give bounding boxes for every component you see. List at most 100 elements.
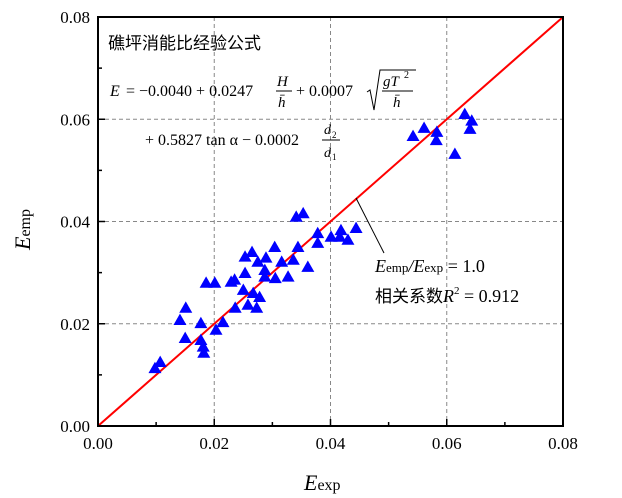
r2-sup: 2 (454, 285, 460, 297)
x-tick-label: 0.04 (316, 434, 346, 453)
formula-line1-lhs: E (109, 83, 120, 100)
data-point-triangle (199, 276, 213, 288)
ratio-e1: E (374, 256, 386, 276)
x-tick-label: 0.00 (83, 434, 113, 453)
formula-annotation: 礁坪消能比经验公式 E = −0.0040 + 0.0247 H h̄ + 0.… (108, 34, 416, 162)
data-point-triangle (148, 361, 162, 374)
data-point-triangle (286, 253, 300, 265)
plot-frame (97, 16, 564, 427)
y-tick-label: 0.06 (60, 110, 90, 129)
y-tick-label: 0.04 (60, 213, 90, 232)
x-tick-label: 0.02 (199, 434, 229, 453)
data-point-triangle (208, 276, 222, 288)
data-point-triangle (268, 240, 282, 252)
x-tick-label: 0.06 (432, 434, 462, 453)
data-point-triangle (259, 251, 273, 263)
x-axis-title-sub: exp (317, 477, 340, 494)
data-point-triangle (238, 266, 252, 279)
data-point-triangle (324, 230, 338, 242)
ratio-label: Eemp/Eexp = 1.0 (374, 256, 485, 276)
formula-frac2-num: d (324, 123, 332, 138)
r2-label: 相关系数R2 = 0.912 (375, 285, 519, 307)
data-point-triangle (245, 245, 259, 258)
x-tick-label: 0.08 (548, 434, 578, 453)
y-tick-label: 0.08 (60, 8, 90, 27)
formula-frac2-den: d (324, 146, 332, 161)
data-point-triangle (194, 316, 208, 329)
ratio-slash: / (407, 256, 415, 276)
data-point-triangle (417, 121, 431, 133)
data-point-triangle (311, 236, 325, 248)
data-point-triangle (430, 125, 444, 137)
formula-plus2: + 0.0007 (296, 83, 353, 100)
annotation-leader-line (355, 197, 385, 254)
ratio-s1: emp (386, 260, 408, 275)
data-point-triangle (349, 221, 363, 234)
data-point-triangle (253, 290, 267, 303)
y-tick-label: 0.02 (60, 315, 90, 334)
data-point-triangle (209, 323, 223, 335)
r2-prefix: 相关系数 (375, 287, 443, 307)
y-tick-label: 0.00 (60, 417, 90, 436)
formula-frac1-den: h̄ (278, 95, 286, 111)
formula-frac1-num: H (276, 74, 289, 90)
data-point-triangle (333, 230, 347, 242)
data-point-triangle (258, 263, 272, 275)
formula-sqrt-num-sup: 2 (404, 70, 409, 81)
formula-sqrt-sign (366, 69, 416, 111)
tick-labels: 0.00 0.02 0.04 0.06 0.08 0.00 0.02 0.04 0.06 0.08 (60, 8, 578, 453)
ratio-rest: = 1.0 (443, 256, 485, 276)
y-axis-title: Eemp (10, 209, 35, 251)
formula-line2: + 0.5827 tan α − 0.0002 (145, 132, 299, 149)
data-point-triangle (246, 286, 260, 298)
data-point-triangle (196, 340, 210, 352)
data-point-triangle (238, 250, 252, 262)
data-point-triangle (301, 260, 315, 272)
formula-frac2-den-sub: 1 (332, 152, 337, 162)
data-point-triangle (179, 301, 193, 313)
data-point-triangle (173, 313, 187, 326)
data-point-triangle (429, 133, 443, 146)
formula-sqrt-den: h̄ (393, 95, 401, 111)
data-point-triangle (291, 240, 305, 252)
data-points (148, 107, 479, 374)
data-point-triangle (289, 210, 303, 222)
data-point-triangle (341, 233, 355, 245)
data-point-triangle (268, 271, 282, 284)
r2-R: R (442, 286, 454, 306)
data-point-triangle (251, 255, 265, 267)
data-point-triangle (296, 206, 310, 219)
data-point-triangle (250, 301, 264, 313)
data-point-triangle (448, 147, 462, 159)
formula-title: 礁坪消能比经验公式 (108, 34, 261, 54)
data-point-triangle (241, 298, 255, 310)
x-axis-title-main: E (303, 470, 318, 495)
ratio-s2: exp (424, 260, 443, 275)
data-point-triangle (153, 355, 167, 367)
data-point-triangle (465, 114, 479, 126)
data-point-triangle (228, 301, 242, 313)
y-axis-title-sub: emp (17, 209, 34, 237)
formula-frac2-num-sub: 2 (332, 130, 337, 140)
data-point-triangle (228, 273, 242, 285)
data-point-triangle (311, 226, 325, 239)
svg-text:相关系数R2 = 0.912: 相关系数R2 = 0.912 (375, 285, 519, 307)
svg-text:Eemp/Eexp = 1.0: Eemp/Eexp = 1.0 (374, 256, 485, 276)
data-point-triangle (178, 331, 192, 343)
data-point-triangle (258, 270, 272, 282)
data-point-triangle (197, 346, 211, 358)
formula-sqrt-num: gT (383, 74, 401, 90)
ratio-e2: E (412, 256, 424, 276)
data-point-triangle (334, 223, 348, 236)
y-axis-title-main: E (10, 236, 35, 251)
data-point-triangle (458, 107, 472, 120)
formula-line1-eq: = −0.0040 + 0.0247 (126, 83, 253, 100)
data-point-triangle (281, 270, 295, 282)
data-point-triangle (275, 255, 289, 267)
data-point-triangle (216, 315, 230, 328)
data-point-triangle (236, 283, 250, 295)
data-point-triangle (463, 122, 477, 134)
reference-line-y-equals-x (97, 16, 564, 427)
x-axis-title: Eexp (303, 470, 341, 495)
